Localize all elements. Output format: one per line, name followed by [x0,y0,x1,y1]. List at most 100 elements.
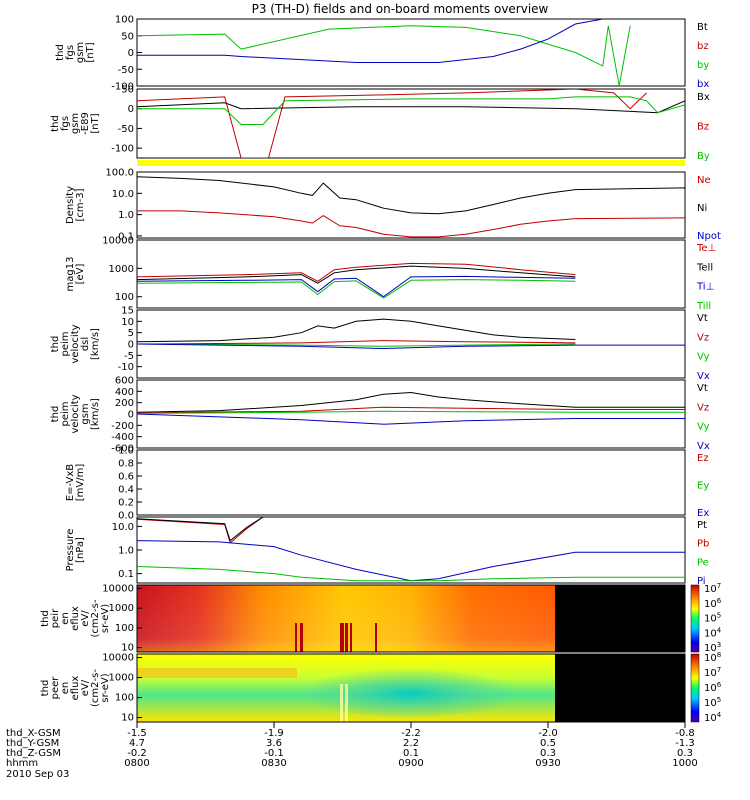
footer-value-y: 0.5 [540,738,556,749]
series-line [137,566,685,582]
y-axis-label: en [60,612,71,625]
y-tick-label: 5 [128,328,134,339]
y-axis-label: [nT] [85,42,96,62]
y-axis-label: dsl [80,337,91,351]
y-axis-label: mag13 [65,257,76,292]
y-tick-label: 1.0 [118,546,134,557]
y-tick-label: -50 [118,124,134,135]
y-tick-label: 200 [115,398,134,409]
legend-entry: Bt [697,22,708,33]
y-tick-label: 0.1 [118,569,134,580]
y-axis-label: sr-eV) [100,604,111,633]
spectrogram-electron-streak [345,684,348,722]
spectrogram-electron-streak [340,684,343,722]
y-tick-label: 10.0 [112,522,134,533]
footer-label-x: thd_X-GSM [6,728,61,739]
legend-entry: Vz [697,332,709,343]
legend-entry: Bz [697,122,709,133]
y-tick-label: 0.1 [118,231,134,242]
y-axis-label: (cm2-s- [90,599,101,637]
footer-value-y: 4.7 [129,738,145,749]
y-tick-label: 1000 [109,264,134,275]
spectrogram-ion-streak [350,623,352,652]
y-tick-label: 0.6 [118,472,134,483]
spectrogram-ion-streak [345,623,348,652]
y-axis-label: thd [55,44,66,61]
date-label: 2010 Sep 03 [6,769,69,780]
y-axis-label: E=-VxB [65,464,76,501]
footer-value-x: -2.0 [538,728,558,739]
y-axis-label: sr-eV) [100,673,111,702]
footer-value-x: -1.9 [264,728,284,739]
y-axis-label: eV/ [80,679,91,696]
series-line [137,540,685,582]
y-tick-label: -600 [111,444,134,455]
panel-3: 100.0 10.0 1.0 0.1 Density [cm-3] Ne Ni Npot [65,168,721,243]
y-axis-label: en [60,682,71,695]
y-tick-label: -100 [111,82,134,93]
y-axis-label: [km/s] [90,328,101,360]
footer-value-y: -1.3 [675,738,695,749]
legend-entry: by [697,60,709,71]
legend-entry: bx [697,79,709,90]
panel-10: 10000 1000 100 10 104 105 106 107 108 thd peer en ef… [40,651,722,724]
legend-entry: Ez [697,453,709,464]
series-line [137,96,685,125]
y-tick-label: 10 [121,643,134,654]
series-line [137,391,685,413]
y-tick-label: 100.0 [105,168,134,179]
y-tick-label: 10 [121,317,134,328]
footer-value-y: 2.2 [403,738,419,749]
legend-entry: Vt [697,313,708,324]
legend-entry: Pe [697,557,709,568]
colorbar [690,653,700,723]
footer-value-y: 3.6 [266,738,282,749]
y-axis-label: thd [50,406,61,423]
series-line [137,413,685,425]
legend-entry: Ey [697,481,709,492]
y-tick-label: 10000 [102,236,134,247]
panel-frame [136,239,686,309]
legend-entry: Ni [697,203,707,214]
series-line [137,19,603,63]
legend-entry: Vz [697,402,709,413]
series-line [137,340,576,345]
legend-entry: Te⊥ [696,243,716,254]
legend-entry: Pt [697,520,707,531]
y-axis-label: velocity [70,324,81,363]
y-tick-label: 0 [128,410,134,421]
y-tick-label: 100 [115,15,134,26]
y-tick-label: 0 [128,340,134,351]
y-axis-label: gsm [70,113,81,134]
series-line [137,343,685,350]
series-line [137,318,576,343]
panel-frame [136,379,686,449]
footer-value-z: -0.1 [264,748,284,759]
colorbar-label: 108 [704,651,721,664]
panel-frame [136,171,686,239]
y-axis-label: peir [50,608,61,628]
colorbar-label: 106 [704,681,722,694]
footer-value-z: 0.1 [403,748,419,759]
y-tick-label: 0.0 [118,511,134,522]
legend-entry: Bx [697,92,710,103]
panel-frame [136,309,686,379]
y-axis-label: fgs [65,45,76,60]
footer-value-t: 1000 [672,758,697,769]
y-tick-label: 1000 [109,603,134,614]
y-axis-label: fgs [60,116,71,131]
series-line [137,25,631,86]
panel-4: 10000 1000 100 mag13 [eV] Te⊥ Tell Ti⊥ Till [65,236,716,313]
footer-value-t: 0800 [124,758,149,769]
y-tick-label: 0 [128,104,134,115]
y-axis-label: [mV/m] [75,464,86,502]
y-axis-label: thd [50,336,61,353]
y-tick-label: 10000 [102,653,134,664]
legend-entry: By [697,151,710,162]
series-line [137,100,685,114]
footer-value-t: 0900 [398,758,423,769]
colorbar-label: 106 [704,597,722,610]
